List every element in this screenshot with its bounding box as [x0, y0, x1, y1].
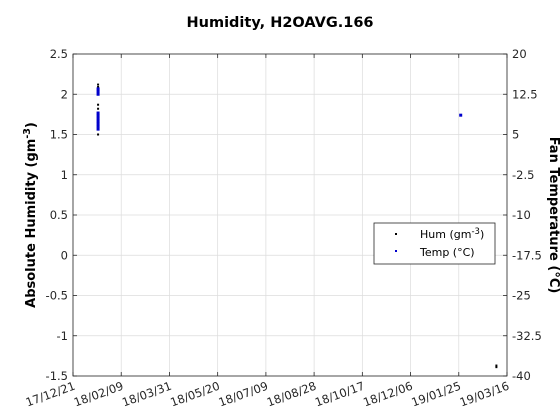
data-point [96, 87, 100, 91]
data-point [96, 119, 100, 123]
right-y-tick-label: -2.5 [512, 168, 534, 182]
data-point [96, 127, 100, 131]
left-y-tick-label: 1.5 [50, 128, 68, 142]
right-y-tick-label: 5 [512, 128, 519, 142]
data-point [96, 92, 100, 96]
data-marks [96, 83, 498, 369]
left-y-tick-label: 0.5 [50, 208, 68, 222]
right-y-tick-label: -32.5 [512, 329, 542, 343]
left-y-tick-label: 2 [61, 87, 68, 101]
right-y-tick-label: 20 [512, 47, 527, 61]
data-point [495, 366, 498, 369]
data-point [96, 124, 100, 128]
left-y-tick-label: -1.5 [46, 369, 68, 383]
data-point [96, 116, 100, 120]
data-point [97, 133, 100, 136]
left-y-tick-label: 2.5 [50, 47, 68, 61]
left-y-axis-tick-labels: -1.5 -1 -0.5 0 0.5 1 1.5 2 2.5 [46, 47, 68, 383]
data-point [96, 122, 100, 126]
chart-title: Humidity, H2OAVG.166 [187, 15, 374, 31]
legend-label-humidity: Hum (gm-3) [420, 227, 484, 241]
legend-label-temperature: Temp (°C) [419, 246, 475, 259]
right-y-tick-label: -17.5 [512, 248, 542, 262]
left-y-tick-label: -0.5 [46, 289, 68, 303]
legend-marker-temperature [395, 250, 397, 252]
data-point [97, 83, 100, 86]
right-y-tick-label: -10 [512, 208, 531, 222]
right-y-axis-title: Fan Temperature (°C) [546, 137, 560, 294]
left-y-tick-label: -1 [57, 329, 68, 343]
data-point [459, 113, 463, 117]
left-y-tick-label: 0 [61, 248, 68, 262]
data-point [495, 364, 498, 367]
right-y-tick-label: 12.5 [512, 87, 538, 101]
left-y-axis-title: Absolute Humidity (gm-3) [22, 122, 39, 308]
legend: Hum (gm-3) Temp (°C) [373, 222, 496, 265]
series-temperature [96, 87, 463, 131]
data-point [97, 107, 100, 110]
right-y-tick-label: -40 [512, 369, 531, 383]
data-point [96, 90, 100, 94]
data-point [96, 111, 100, 115]
right-y-tick-label: -25 [512, 289, 531, 303]
data-point [97, 86, 100, 89]
data-point [96, 114, 100, 118]
axis-ticks [72, 53, 508, 377]
left-y-tick-label: 1 [61, 168, 68, 182]
legend-box [373, 222, 496, 265]
legend-marker-humidity [395, 233, 397, 235]
data-point [97, 103, 100, 106]
right-y-axis-tick-labels: -40 -32.5 -25 -17.5 -10 -2.5 5 12.5 20 [512, 47, 542, 383]
